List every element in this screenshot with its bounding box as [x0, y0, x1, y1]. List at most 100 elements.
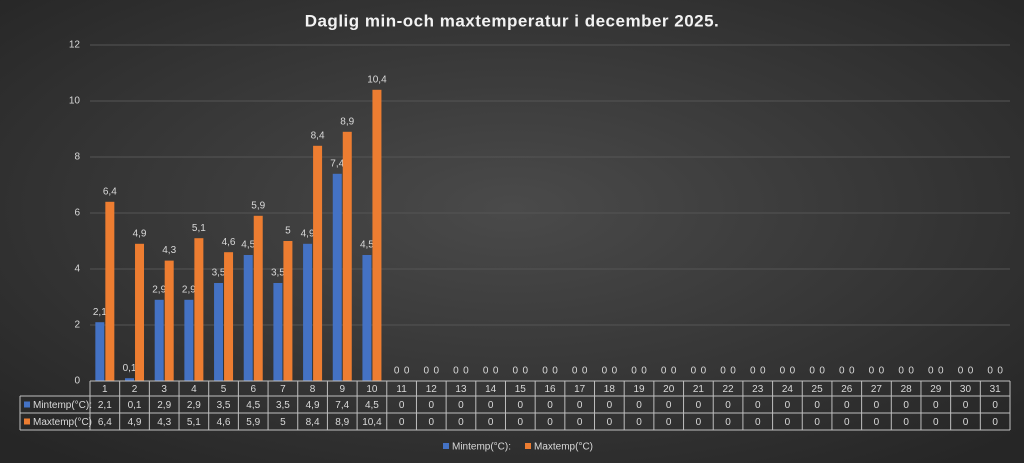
table-cell: 0 [903, 400, 909, 411]
data-label: 0 [898, 366, 904, 377]
bar [194, 238, 204, 381]
table-cell: 0 [874, 417, 880, 428]
data-label: 8,4 [311, 130, 325, 141]
data-label: 0 [760, 366, 766, 377]
table-cell: 0 [992, 400, 998, 411]
y-tick-label: 0 [74, 376, 80, 387]
x-tick-label: 11 [396, 384, 407, 395]
data-label: 0 [572, 366, 578, 377]
data-label: 0 [819, 366, 825, 377]
table-cell: 0 [903, 417, 909, 428]
bar [273, 283, 283, 381]
bar [135, 243, 145, 381]
x-tick-label: 25 [812, 384, 824, 395]
table-cell: 0 [488, 400, 494, 411]
data-label: 0 [542, 366, 548, 377]
x-tick-label: 3 [161, 384, 167, 395]
data-label: 0 [869, 366, 875, 377]
data-label: 0 [809, 366, 815, 377]
table-cell: 0 [755, 400, 761, 411]
data-label: 0 [928, 366, 934, 377]
x-tick-label: 22 [723, 384, 735, 395]
data-label: 4,3 [162, 245, 176, 256]
x-tick-label: 31 [990, 384, 1002, 395]
data-label: 0 [968, 366, 974, 377]
table-cell: 0 [666, 417, 672, 428]
table-cell: 4,5 [365, 400, 379, 411]
table-cell: 0 [399, 400, 405, 411]
bar [283, 241, 293, 381]
table-cell: 0 [429, 400, 435, 411]
data-label: 0 [908, 366, 914, 377]
data-label: 0 [671, 366, 677, 377]
table-cell: 3,5 [217, 400, 231, 411]
x-tick-label: 27 [871, 384, 883, 395]
table-cell: 3,5 [276, 400, 290, 411]
data-label: 0 [453, 366, 459, 377]
table-cell: 0 [725, 417, 731, 428]
table-cell: 0 [636, 400, 642, 411]
data-label: 0 [790, 366, 796, 377]
data-label: 3,5 [271, 268, 285, 279]
data-label: 0 [958, 366, 964, 377]
table-cell: 0 [577, 400, 583, 411]
x-tick-label: 10 [366, 384, 378, 395]
data-label: 0 [463, 366, 469, 377]
x-tick-label: 29 [930, 384, 942, 395]
table-cell: 0 [636, 417, 642, 428]
x-tick-label: 12 [426, 384, 438, 395]
data-label: 0 [938, 366, 944, 377]
x-tick-label: 16 [544, 384, 556, 395]
bar [253, 215, 263, 381]
table-cell: 0 [696, 400, 702, 411]
table-cell: 0 [874, 400, 880, 411]
data-label: 0 [780, 366, 786, 377]
data-label: 0 [750, 366, 756, 377]
table-cell: 0 [814, 417, 820, 428]
x-tick-label: 17 [574, 384, 586, 395]
chart-title: Daglig min-och maxtemperatur i december … [305, 11, 720, 30]
data-label: 2,1 [93, 307, 107, 318]
table-cell: 0 [666, 400, 672, 411]
data-label: 0 [997, 366, 1003, 377]
bar [105, 201, 115, 381]
y-tick-label: 6 [74, 208, 80, 219]
x-tick-label: 23 [752, 384, 764, 395]
x-tick-label: 18 [604, 384, 616, 395]
table-cell: 0 [992, 417, 998, 428]
data-label: 2,9 [152, 284, 166, 295]
data-label: 6,4 [103, 186, 117, 197]
table-cell: 0 [814, 400, 820, 411]
table-cell: 0 [458, 417, 464, 428]
table-cell: 0 [607, 400, 613, 411]
bar [224, 252, 234, 381]
table-cell: 0 [755, 417, 761, 428]
bar [313, 145, 323, 381]
x-tick-label: 8 [310, 384, 316, 395]
data-label: 0 [720, 366, 726, 377]
x-tick-label: 1 [102, 384, 108, 395]
table-cell: 7,4 [335, 400, 349, 411]
data-label: 5,9 [251, 200, 265, 211]
table-cell: 0,1 [128, 400, 142, 411]
data-label: 0 [493, 366, 499, 377]
x-tick-label: 28 [901, 384, 913, 395]
data-label: 0 [552, 366, 558, 377]
x-tick-label: 5 [221, 384, 227, 395]
table-cell: 2,9 [187, 400, 201, 411]
legend-label: Maxtemp(°C) [534, 442, 593, 453]
data-label: 0 [612, 366, 618, 377]
bar [125, 378, 135, 381]
x-tick-label: 30 [960, 384, 972, 395]
table-cell: 0 [399, 417, 405, 428]
data-label: 0 [513, 366, 519, 377]
legend-key [443, 443, 449, 449]
x-tick-label: 26 [841, 384, 853, 395]
table-cell: 8,9 [335, 417, 349, 428]
table-cell: 0 [963, 400, 969, 411]
data-label: 5,1 [192, 223, 206, 234]
x-tick-label: 9 [339, 384, 345, 395]
data-label: 0,1 [123, 363, 137, 374]
data-label: 3,5 [212, 268, 226, 279]
